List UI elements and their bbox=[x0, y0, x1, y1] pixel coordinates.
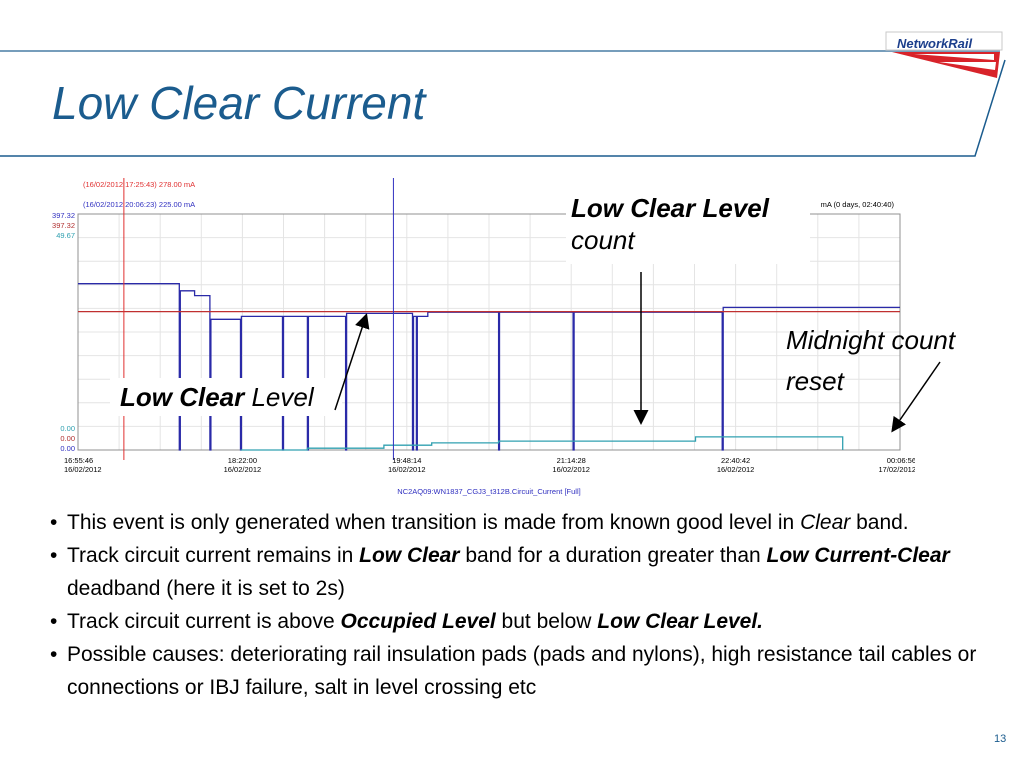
callout-low-clear-bold: Low Clear bbox=[120, 382, 245, 412]
y-bottom-label: 0.00 bbox=[60, 424, 75, 433]
callout-midnight-reset: Midnight count reset bbox=[786, 320, 1006, 402]
y-top-label: 397.32 bbox=[52, 211, 75, 220]
cursor-label-3: mA (0 days, 02:40:40) bbox=[821, 200, 895, 209]
callout-low-clear-level: Low Clear Level bbox=[110, 378, 342, 416]
bullet-text-part: Low Current-Clear bbox=[766, 544, 950, 567]
x-tick-date: 16/02/2012 bbox=[224, 465, 262, 474]
bullet-item: Track circuit current is above Occupied … bbox=[48, 605, 998, 638]
callout-low-clear-level-count: Low Clear Level count bbox=[566, 192, 810, 264]
bullet-list: This event is only generated when transi… bbox=[48, 506, 998, 704]
bullet-text-part: deadband (here it is set to 2s) bbox=[67, 577, 345, 600]
x-tick-time: 16:55:46 bbox=[64, 456, 93, 465]
chart-labels: (16/02/2012 17:25:43) 278.00 mA (16/02/20… bbox=[52, 180, 915, 496]
bullet-item: This event is only generated when transi… bbox=[48, 506, 998, 539]
cursor-label-2: (16/02/2012 20:06:23) 225.00 mA bbox=[83, 200, 195, 209]
x-tick-date: 16/02/2012 bbox=[64, 465, 102, 474]
cursor-label-1: (16/02/2012 17:25:43) 278.00 mA bbox=[83, 180, 195, 189]
x-tick-time: 18:22:00 bbox=[228, 456, 257, 465]
bullet-text-part: Low Clear bbox=[359, 544, 460, 567]
callout-bold-text: Low Clear Level bbox=[571, 193, 769, 223]
bullet-text-part: This event is only generated when transi… bbox=[67, 511, 801, 534]
x-tick-date: 16/02/2012 bbox=[717, 465, 755, 474]
page-number: 13 bbox=[994, 733, 1007, 745]
x-tick-date: 16/02/2012 bbox=[388, 465, 426, 474]
bullet-text-part: Occupied Level bbox=[340, 610, 496, 633]
x-tick-time: 22:40:42 bbox=[721, 456, 750, 465]
y-bottom-label: 0.00 bbox=[60, 434, 75, 443]
slide-title: Low Clear Current bbox=[52, 77, 426, 129]
series-line-2 bbox=[240, 436, 844, 451]
bullet-text-part: Track circuit current remains in bbox=[67, 544, 360, 567]
callout-midnight-line1: Midnight count bbox=[786, 325, 956, 355]
plot-border bbox=[77, 213, 901, 451]
chart-cursors bbox=[123, 178, 394, 460]
x-tick-date: 16/02/2012 bbox=[552, 465, 590, 474]
bullet-text-part: band for a duration greater than bbox=[459, 544, 767, 567]
callout-plain-text: count bbox=[571, 225, 635, 255]
y-top-label: 49.67 bbox=[56, 231, 75, 240]
bullet-text-part: Track circuit current is above bbox=[67, 610, 341, 633]
bullet-text-part: Possible causes: deteriorating rail insu… bbox=[67, 643, 977, 699]
bullet-item: Track circuit current remains in Low Cle… bbox=[48, 539, 998, 605]
networkrail-logo bbox=[885, 31, 1003, 78]
bullet-text-part: but below bbox=[495, 610, 598, 633]
x-axis-label: NC2AQ09:WN1837_CGJ3_t312B.Circuit_Curren… bbox=[397, 487, 580, 496]
x-tick-date: 17/02/2012 bbox=[878, 465, 915, 474]
x-tick-time: 00:06:56 bbox=[887, 456, 915, 465]
x-tick-time: 19:48:14 bbox=[392, 456, 421, 465]
y-bottom-label: 0.00 bbox=[60, 444, 75, 453]
callout-midnight-line2: reset bbox=[786, 366, 844, 396]
bullet-text-part: band. bbox=[850, 511, 909, 534]
plot-frame bbox=[77, 213, 901, 451]
slide-frame bbox=[0, 50, 1006, 157]
x-tick-time: 21:14:28 bbox=[557, 456, 586, 465]
bullet-item: Possible causes: deteriorating rail insu… bbox=[48, 638, 998, 704]
bullet-text-part: Clear bbox=[800, 511, 851, 534]
callout-low-clear-plain: Level bbox=[244, 382, 314, 412]
bullet-text-part: Low Clear Level. bbox=[597, 610, 764, 633]
chart-series bbox=[78, 283, 900, 451]
y-top-label: 397.32 bbox=[52, 221, 75, 230]
logo-text: NetworkRail bbox=[897, 36, 973, 51]
